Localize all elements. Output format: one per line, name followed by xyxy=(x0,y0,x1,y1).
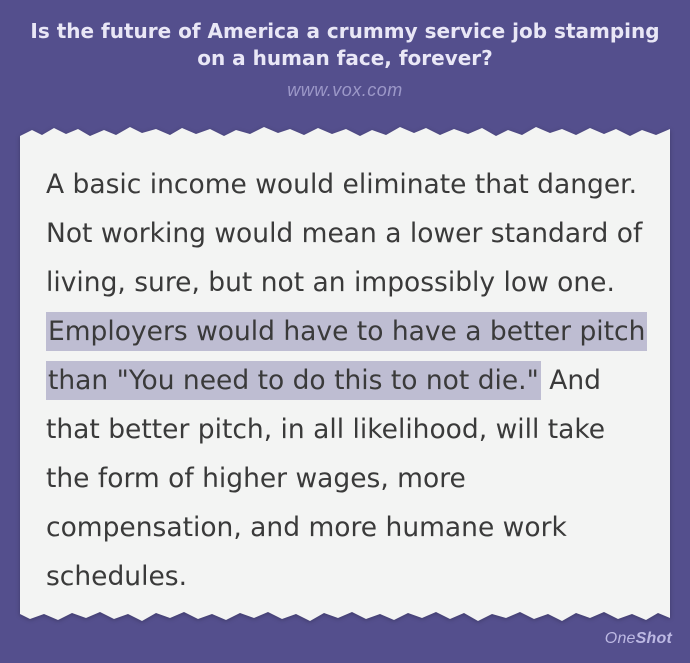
headline: Is the future of America a crummy servic… xyxy=(30,19,660,70)
quote-text-plain: A basic income would eliminate that dang… xyxy=(46,169,643,298)
brand-name-light: One xyxy=(604,630,636,647)
quote-card: A basic income would eliminate that dang… xyxy=(20,126,670,622)
oneshot-logo: OneShot xyxy=(605,630,672,648)
source-url: www.vox.com xyxy=(287,80,403,100)
quote-text: A basic income would eliminate that dang… xyxy=(46,160,656,601)
quote-text-continued: And that better pitch, in all likelihood… xyxy=(46,365,606,592)
brand-name-bold: Shot xyxy=(635,630,672,647)
